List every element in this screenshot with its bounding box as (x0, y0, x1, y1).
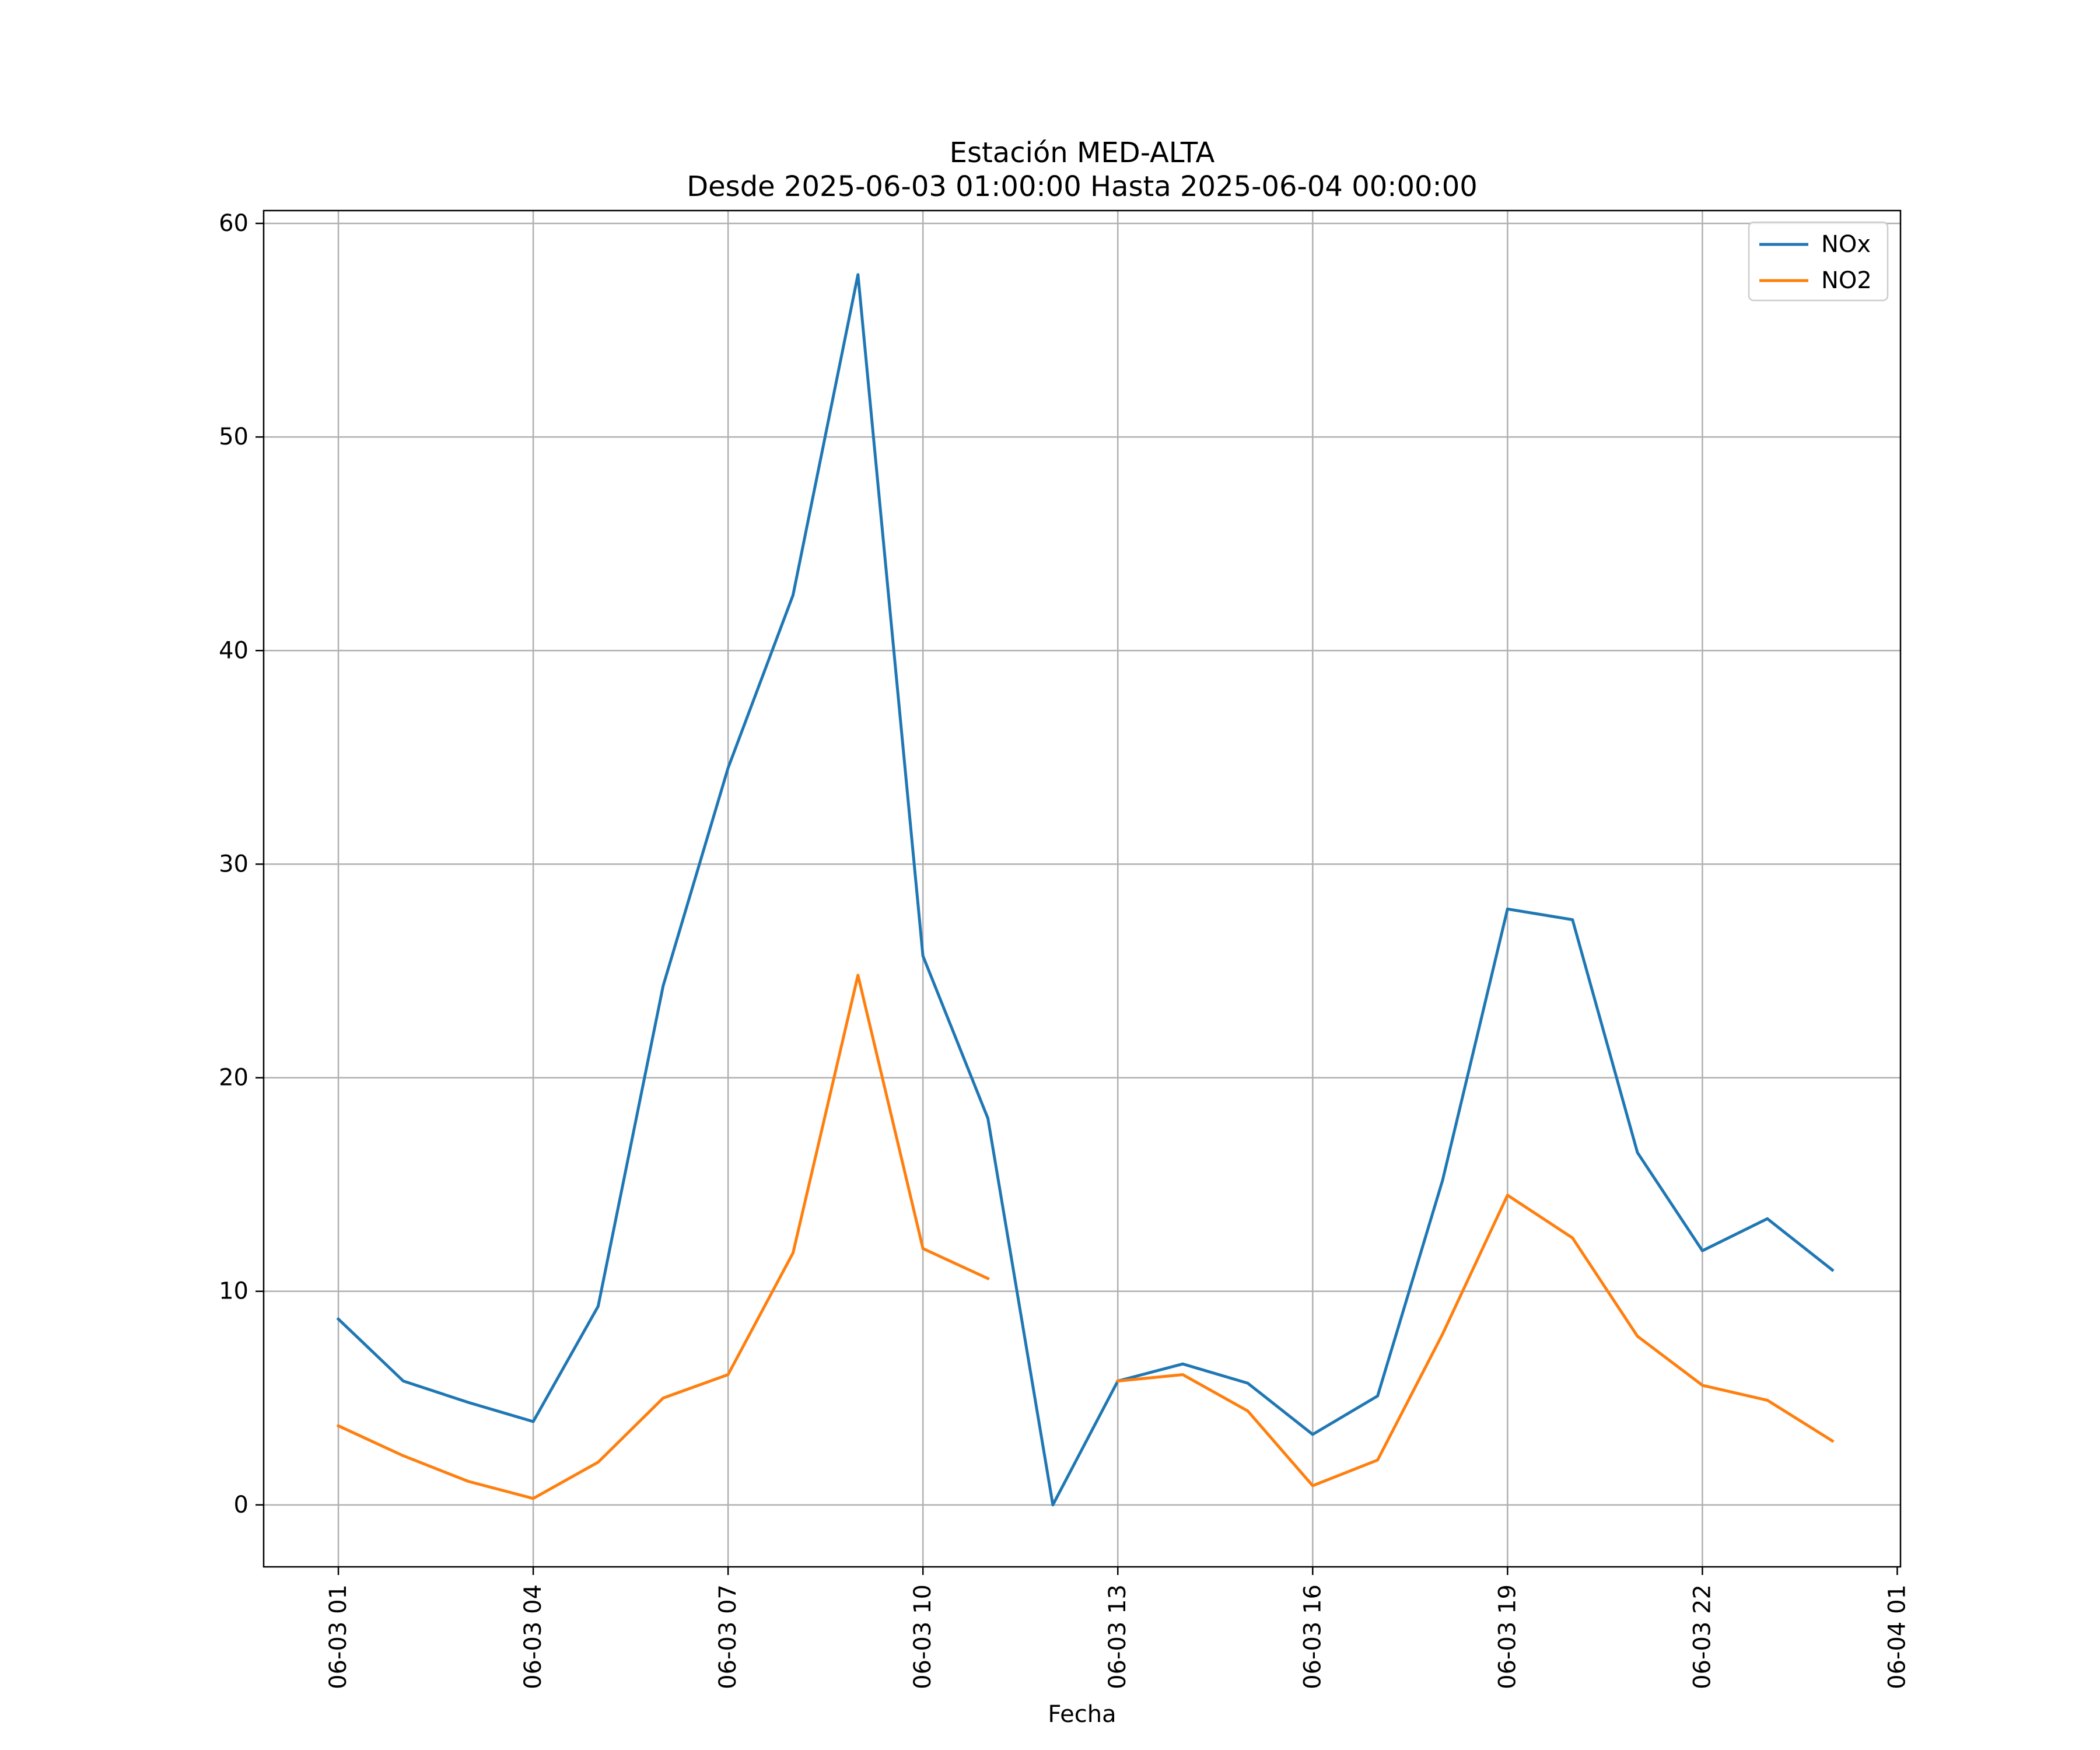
y-tick-label: 0 (234, 1492, 249, 1518)
x-tick-label: 06-03 13 (1104, 1584, 1131, 1689)
legend: NOx NO2 (1748, 221, 1889, 302)
series-line-no2 (1116, 1194, 1835, 1488)
plot-frame (262, 209, 1902, 1568)
y-tick-label: 60 (219, 210, 249, 237)
y-tick-label: 20 (219, 1065, 249, 1091)
series-line-no2 (336, 974, 990, 1500)
plot-area (262, 209, 1902, 1568)
y-tick-label: 10 (219, 1278, 249, 1305)
series-lines (336, 273, 1835, 1507)
x-tick-label: 06-03 22 (1689, 1584, 1716, 1689)
x-tick-label: 06-03 04 (520, 1584, 547, 1689)
legend-label-no2: NO2 (1821, 267, 1872, 294)
x-tick-label: 06-03 07 (715, 1584, 741, 1689)
x-tick-label: 06-04 01 (1884, 1584, 1910, 1689)
y-tick-label: 40 (219, 637, 249, 664)
x-axis-label: Fecha (1048, 1701, 1116, 1728)
y-axis-ticks: 0 10 20 30 40 50 60 (219, 210, 264, 1518)
x-axis-ticks: 06-03 01 06-03 04 06-03 07 06-03 10 06-03 13… (325, 1567, 1910, 1689)
x-tick-label: 06-03 16 (1299, 1584, 1326, 1689)
y-tick-label: 50 (219, 424, 249, 450)
chart-title: Estación MED-ALTA (950, 136, 1215, 169)
x-tick-label: 06-03 01 (325, 1584, 352, 1689)
grid-lines (264, 211, 1901, 1567)
y-tick-label: 30 (219, 850, 249, 877)
chart-subtitle: Desde 2025-06-03 01:00:00 Hasta 2025-06-… (687, 170, 1478, 203)
x-tick-label: 06-03 19 (1494, 1584, 1521, 1689)
legend-label-nox: NOx (1821, 231, 1871, 258)
series-line-nox (336, 273, 1835, 1507)
x-tick-label: 06-03 10 (909, 1584, 936, 1689)
